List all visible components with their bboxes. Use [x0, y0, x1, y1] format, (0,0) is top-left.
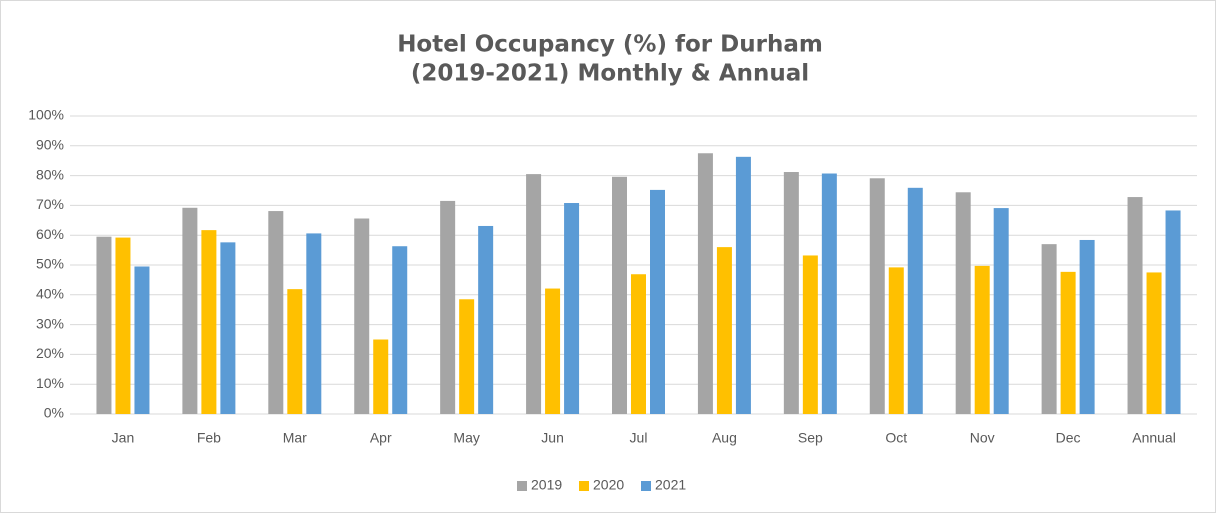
y-tick-label: 0% [44, 405, 64, 421]
x-tick-label: Mar [283, 430, 307, 446]
y-tick-label: 60% [36, 226, 64, 242]
bar [182, 207, 198, 414]
bar [1127, 197, 1143, 414]
legend-label: 2020 [593, 477, 624, 493]
bar [974, 265, 990, 414]
legend-swatch [579, 481, 589, 491]
legend-swatch [517, 481, 527, 491]
bar [373, 339, 389, 414]
bar [392, 246, 408, 414]
bar [802, 255, 818, 414]
bar [821, 173, 837, 414]
x-tick-label: Aug [712, 430, 737, 446]
bar [612, 176, 627, 414]
bar [783, 172, 799, 414]
bar [268, 211, 284, 414]
x-tick-label: Jan [112, 430, 135, 446]
y-tick-label: 90% [36, 137, 64, 153]
bar [526, 174, 542, 414]
bar [993, 208, 1009, 414]
bar [1079, 239, 1095, 414]
bar [564, 203, 580, 414]
x-tick-label: Feb [197, 430, 221, 446]
x-tick-label: Dec [1056, 430, 1081, 446]
bar [478, 225, 494, 414]
legend-swatch [641, 481, 651, 491]
bar [888, 267, 904, 414]
bar [354, 218, 370, 414]
y-tick-label: 70% [36, 196, 64, 212]
x-tick-label: Oct [885, 430, 907, 446]
bar [201, 230, 217, 414]
bar [306, 233, 322, 414]
chart-title: Hotel Occupancy (%) for Durham [397, 32, 823, 58]
bar [96, 236, 112, 414]
bar [631, 274, 646, 414]
chart-title: (2019-2021) Monthly & Annual [411, 61, 809, 87]
y-tick-label: 40% [36, 286, 64, 302]
bar [1165, 210, 1181, 414]
legend-label: 2021 [655, 477, 686, 493]
bar [650, 189, 665, 414]
bar [459, 299, 475, 414]
y-tick-label: 80% [36, 166, 64, 182]
bar [220, 242, 236, 414]
x-tick-label: May [453, 430, 479, 446]
y-tick-label: 10% [36, 375, 64, 391]
x-tick-label: Jun [541, 430, 564, 446]
bar [440, 200, 456, 414]
x-tick-label: Nov [970, 430, 995, 446]
bar [287, 289, 303, 414]
bar [134, 266, 150, 414]
y-tick-label: 50% [36, 256, 64, 272]
bar [716, 247, 732, 414]
x-tick-label: Annual [1132, 430, 1176, 446]
bar [1060, 271, 1076, 414]
y-tick-label: 30% [36, 315, 64, 331]
bar [907, 187, 923, 414]
legend-label: 2019 [531, 477, 562, 493]
bar [955, 192, 971, 414]
y-tick-label: 100% [28, 107, 64, 123]
bar [1146, 272, 1162, 414]
bar [697, 153, 713, 414]
x-tick-label: Apr [370, 430, 392, 446]
bar [1041, 244, 1057, 414]
x-tick-label: Sep [798, 430, 823, 446]
bar [735, 156, 751, 415]
x-tick-label: Jul [630, 430, 648, 446]
bar [869, 178, 885, 414]
bar [115, 237, 131, 414]
bar [545, 288, 561, 414]
y-tick-label: 20% [36, 345, 64, 361]
